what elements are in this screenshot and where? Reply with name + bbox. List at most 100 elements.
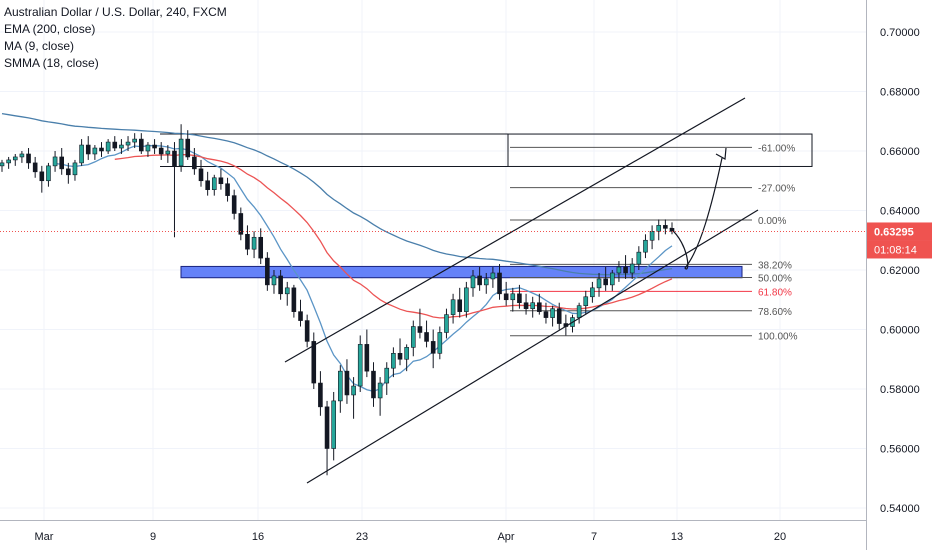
- candle-body: [178, 138, 184, 167]
- fib-level-label: 0.00%: [758, 216, 786, 227]
- candle-body: [404, 347, 409, 360]
- candle-body: [92, 147, 98, 155]
- channel-upper-line: [284, 97, 746, 363]
- candle-body: [284, 287, 290, 295]
- current-price-badge: [867, 222, 932, 241]
- candle-body: [371, 370, 376, 399]
- ema-200-line: [1, 112, 673, 276]
- candle-body: [66, 168, 71, 176]
- candle-body: [583, 296, 589, 306]
- price-tick-label: 0.64000: [880, 206, 920, 218]
- moving-averages: [1, 112, 673, 392]
- candle-body: [649, 231, 655, 241]
- candle-body: [430, 341, 436, 354]
- candle-body: [663, 225, 668, 229]
- candle-body: [364, 344, 370, 372]
- candle-body: [437, 332, 443, 354]
- candle-body: [19, 153, 25, 158]
- price-tick-label: 0.70000: [880, 27, 920, 39]
- candle-body: [457, 299, 463, 312]
- smma-18-line: [114, 153, 673, 319]
- chart-title: Australian Dollar / U.S. Dollar, 240, FX…: [4, 5, 227, 19]
- candle-body: [271, 275, 277, 286]
- candle-body: [616, 266, 622, 274]
- candle-body: [132, 138, 137, 143]
- time-tick-label: 16: [252, 531, 264, 543]
- candle-body: [397, 352, 403, 360]
- time-tick-label: 23: [356, 531, 368, 543]
- candle-body: [298, 311, 303, 321]
- candle-body: [238, 213, 244, 235]
- candle-body: [258, 236, 264, 259]
- candle-body: [483, 278, 489, 286]
- fib-level-label: 100.00%: [758, 332, 798, 343]
- candle-body: [331, 400, 336, 449]
- candle-body: [46, 165, 51, 182]
- candle-body: [351, 385, 356, 396]
- candle-body: [450, 299, 456, 315]
- channel-lower-line: [306, 209, 759, 484]
- candle-body: [629, 263, 635, 274]
- candle-body: [231, 195, 237, 214]
- candle-body: [39, 171, 45, 182]
- candle-body: [26, 153, 31, 164]
- time-axis: Mar 9 16 23 Apr 7 13 20: [0, 520, 866, 543]
- candle-body: [165, 150, 171, 155]
- candle-body: [590, 287, 595, 298]
- fib-level-label: 61.80%: [758, 287, 792, 298]
- chart-legend: Australian Dollar / U.S. Dollar, 240, FX…: [4, 4, 227, 72]
- candle-body: [636, 251, 642, 265]
- candle-body: [391, 352, 396, 369]
- candle-body: [185, 138, 191, 158]
- candle-body: [556, 308, 562, 324]
- indicator-ma-label: MA (9, close): [4, 39, 75, 53]
- candle-body: [603, 278, 608, 286]
- candle-body: [12, 156, 18, 161]
- candle-body: [656, 225, 662, 232]
- time-tick-label: Mar: [35, 531, 54, 543]
- candle-body: [119, 144, 124, 149]
- support-zone: [180, 265, 743, 279]
- candle-body: [72, 162, 78, 176]
- candle-body: [357, 344, 363, 387]
- candle-body: [311, 341, 317, 384]
- candle-body: [245, 234, 250, 250]
- candle-body: [543, 311, 549, 318]
- fib-level-label: -61.00%: [758, 143, 795, 154]
- candle-body: [139, 138, 144, 152]
- resistance-zone: [507, 133, 813, 167]
- candle-body: [477, 275, 482, 286]
- current-price-label: 0.63295: [874, 226, 914, 238]
- candle-body: [99, 147, 104, 152]
- candle-body: [338, 370, 343, 402]
- candle-body: [530, 302, 535, 309]
- candle-body: [304, 320, 310, 342]
- candle-body: [517, 293, 522, 304]
- price-tick-label: 0.60000: [880, 325, 920, 337]
- candle-body: [192, 156, 197, 170]
- candle-body: [211, 177, 217, 190]
- candle-body: [32, 162, 38, 173]
- candle-body: [523, 302, 529, 309]
- candle-body: [424, 332, 429, 342]
- candle-body: [377, 382, 383, 399]
- candle-body: [198, 168, 204, 182]
- candle-body: [205, 180, 210, 190]
- price-tick-label: 0.58000: [880, 384, 920, 396]
- time-tick-label: 20: [774, 531, 786, 543]
- price-tick-label: 0.68000: [880, 87, 920, 99]
- candle-body: [537, 302, 542, 312]
- price-tick-label: 0.56000: [880, 444, 920, 456]
- candle-body: [125, 141, 131, 146]
- candle-body: [172, 150, 177, 167]
- indicator-smma-label: SMMA (18, close): [4, 56, 99, 70]
- time-tick-label: Apr: [497, 531, 514, 543]
- candle-body: [52, 156, 58, 167]
- fib-level-label: 78.60%: [758, 307, 792, 318]
- price-tick-label: 0.54000: [880, 503, 920, 515]
- candle-body: [550, 308, 555, 318]
- fib-level-label: 38.20%: [758, 260, 792, 271]
